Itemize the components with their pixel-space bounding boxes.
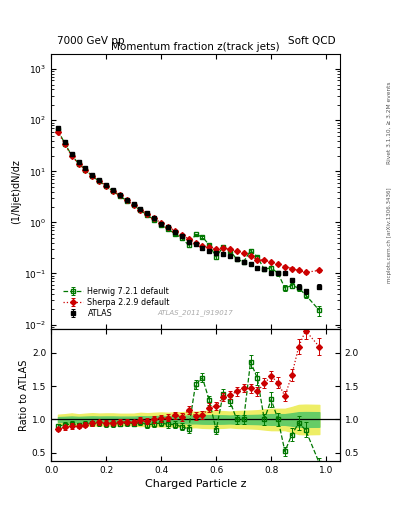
Y-axis label: Ratio to ATLAS: Ratio to ATLAS xyxy=(19,359,29,431)
Text: Soft QCD: Soft QCD xyxy=(288,36,336,46)
X-axis label: Charged Particle z: Charged Particle z xyxy=(145,479,246,489)
Title: Momentum fraction z(track jets): Momentum fraction z(track jets) xyxy=(111,41,280,52)
Text: Rivet 3.1.10, ≥ 3.2M events: Rivet 3.1.10, ≥ 3.2M events xyxy=(387,81,391,164)
Text: ATLAS_2011_I919017: ATLAS_2011_I919017 xyxy=(158,309,233,316)
Y-axis label: (1/Njet)dN/dz: (1/Njet)dN/dz xyxy=(11,159,21,224)
Text: mcplots.cern.ch [arXiv:1306.3436]: mcplots.cern.ch [arXiv:1306.3436] xyxy=(387,188,391,283)
Legend: Herwig 7.2.1 default, Sherpa 2.2.9 default, ATLAS: Herwig 7.2.1 default, Sherpa 2.2.9 defau… xyxy=(61,284,172,320)
Text: 7000 GeV pp: 7000 GeV pp xyxy=(57,36,125,46)
